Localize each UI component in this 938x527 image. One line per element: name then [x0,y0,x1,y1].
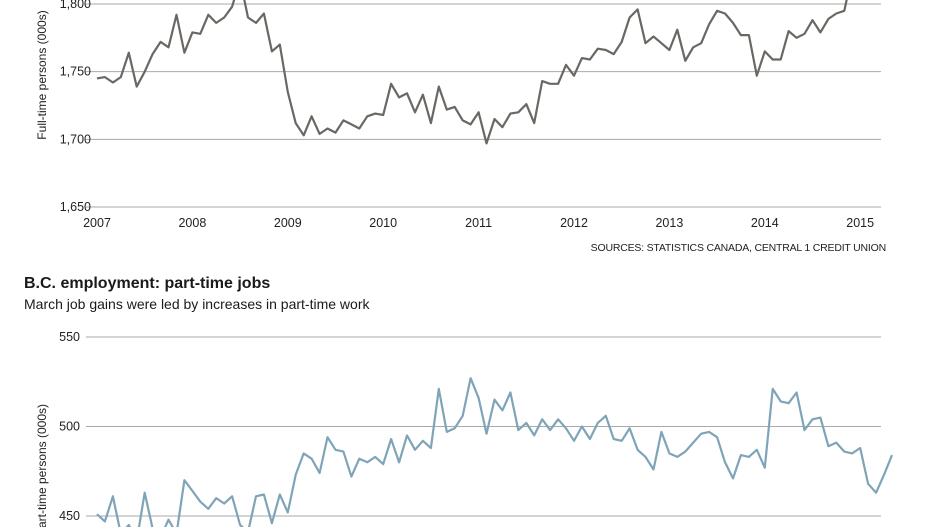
x-tick-label: 2011 [465,216,492,230]
x-tick-label: 2009 [274,216,302,230]
y-tick-label: 550 [59,330,80,344]
source-note: SOURCES: STATISTICS CANADA, CENTRAL 1 CR… [591,242,886,254]
part-time-y-tick-labels: 450 500 550 [59,330,80,523]
full-time-chart: 1,650 1,700 1,750 1,800 2007 2008 2009 2010 201… [35,0,886,254]
x-tick-label: 2010 [369,216,397,230]
x-tick-label: 2014 [751,216,779,230]
y-tick-label: 1,650 [60,200,91,214]
x-tick-label: 2007 [83,216,111,230]
y-tick-label: 1,700 [60,132,91,146]
y-tick-label: 1,800 [60,0,91,11]
full-time-x-tick-labels: 2007 2008 2009 2010 2011 2012 2013 2014 2015 [83,216,874,230]
x-tick-label: 2008 [178,216,206,230]
part-time-chart: B.C. employment: part-time jobs March jo… [24,275,894,527]
x-tick-label: 2013 [655,216,683,230]
y-tick-label: 450 [59,509,80,523]
part-time-series-line [96,377,894,527]
part-time-chart-subtitle: March job gains were led by increases in… [24,296,370,312]
y-tick-label: 1,750 [60,65,91,79]
full-time-gridlines [86,3,881,208]
full-time-y-axis-label: Full-time persons (000s) [35,10,49,139]
y-tick-label: 500 [59,420,80,434]
full-time-y-tick-labels: 1,650 1,700 1,750 1,800 [60,0,91,214]
part-time-gridlines [86,336,881,517]
part-time-y-axis-label: Part-time persons (000s) [35,404,49,527]
x-tick-label: 2015 [846,216,874,230]
x-tick-label: 2012 [560,216,588,230]
part-time-chart-title: B.C. employment: part-time jobs [24,275,270,292]
full-time-series-line [96,0,848,145]
